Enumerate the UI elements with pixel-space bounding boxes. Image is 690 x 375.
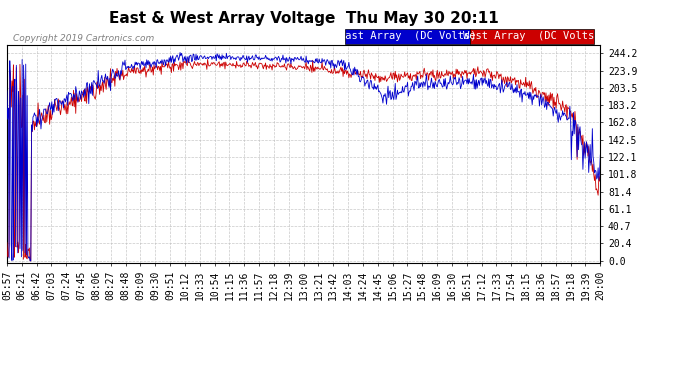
Text: Copyright 2019 Cartronics.com: Copyright 2019 Cartronics.com [13, 34, 154, 43]
Text: East & West Array Voltage  Thu May 30 20:11: East & West Array Voltage Thu May 30 20:… [109, 11, 498, 26]
FancyBboxPatch shape [470, 29, 594, 44]
FancyBboxPatch shape [345, 29, 470, 44]
Text: East Array  (DC Volts): East Array (DC Volts) [339, 31, 476, 41]
Text: West Array  (DC Volts): West Array (DC Volts) [463, 31, 601, 41]
